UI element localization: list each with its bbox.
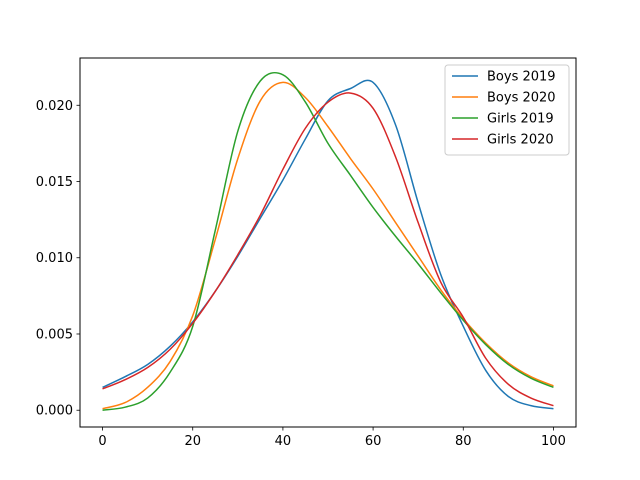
legend-label-boys-2019: Boys 2019 [487,70,556,85]
legend: Boys 2019 Boys 2020 Girls 2019 Girls 2020 [444,64,570,156]
legend-label-girls-2019: Girls 2019 [487,112,554,127]
series-line-boys-2019 [102,79,554,410]
legend-box [444,64,570,156]
x-tick-label: 60 [365,434,382,449]
x-tick-label: 20 [184,434,201,449]
y-tick-label: 0.020 [36,99,73,114]
legend-label-girls-2020: Girls 2020 [487,133,554,148]
y-axis: 0.000 0.005 0.010 0.015 0.020 [36,99,80,419]
x-tick-label: 80 [455,434,472,449]
series-line-girls-2019 [102,71,554,411]
series-layer [102,71,554,411]
series-line-boys-2020 [102,81,554,410]
y-tick-label: 0.010 [36,251,73,266]
plot-frame [79,57,577,428]
x-tick-label: 40 [275,434,292,449]
x-tick-label: 100 [541,434,566,449]
series-line-girls-2020 [102,92,554,407]
legend-label-boys-2020: Boys 2020 [487,91,556,106]
y-tick-label: 0.015 [36,175,73,190]
y-tick-label: 0.005 [36,327,73,342]
y-tick-label: 0.000 [36,404,73,419]
x-axis: 0 20 40 60 80 100 [98,427,566,449]
x-tick-label: 0 [98,434,106,449]
